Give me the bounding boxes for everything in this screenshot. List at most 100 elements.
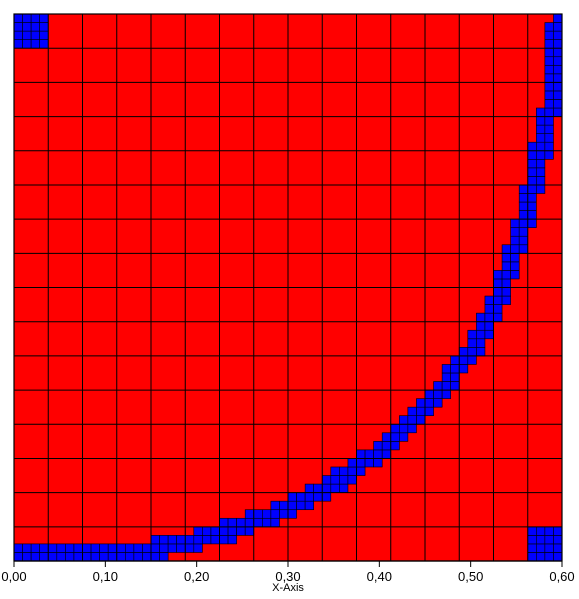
refined-cell: [107, 543, 118, 553]
refined-cell: [544, 526, 554, 536]
refined-cell: [116, 552, 126, 562]
x-tick-label: 0,20: [184, 569, 209, 584]
refined-cell: [527, 167, 537, 177]
refined-cell: [518, 210, 529, 220]
refined-cell: [167, 543, 177, 553]
refined-cell: [30, 13, 40, 23]
refined-cell: [279, 500, 289, 511]
refined-cell: [527, 543, 537, 553]
refined-cell: [553, 64, 563, 75]
refined-cell: [22, 39, 32, 49]
refined-cell: [330, 475, 340, 485]
refined-cell: [458, 355, 469, 365]
refined-cell: [13, 22, 23, 32]
refined-cell: [493, 295, 503, 305]
refined-cell: [244, 509, 255, 519]
refined-cell: [227, 526, 237, 536]
refined-cell: [219, 526, 229, 536]
refined-cell: [390, 441, 400, 451]
refined-cell: [296, 492, 306, 502]
refined-cell: [13, 39, 23, 49]
refined-cell: [244, 517, 255, 528]
refined-cell: [527, 176, 537, 186]
refined-cell: [99, 543, 109, 553]
refined-cell: [484, 312, 494, 322]
refined-cell: [441, 381, 451, 391]
refined-cell: [184, 535, 195, 545]
refined-cell: [536, 107, 546, 117]
refined-cell: [39, 13, 49, 23]
refined-cell: [493, 304, 503, 314]
refined-cell: [159, 552, 169, 562]
refined-cell: [518, 244, 529, 254]
refined-cell: [553, 30, 563, 40]
refined-cell: [501, 287, 511, 297]
refined-cell: [364, 458, 374, 468]
refined-cell: [407, 415, 417, 425]
refined-cell: [133, 552, 143, 562]
refined-cell: [536, 150, 546, 160]
refined-cell: [347, 458, 357, 468]
refined-cell: [321, 475, 332, 485]
refined-cell: [458, 347, 469, 357]
x-tick-label: 0,10: [93, 569, 118, 584]
refined-cell: [159, 535, 169, 545]
refined-cell: [381, 441, 392, 451]
refined-cell: [193, 535, 203, 545]
refined-cell: [544, 543, 554, 553]
refined-cell: [330, 483, 340, 493]
refined-cell: [527, 184, 537, 194]
refined-cell: [536, 184, 546, 194]
refined-cell: [484, 295, 494, 305]
refined-cell: [22, 22, 32, 32]
refined-cell: [253, 517, 263, 528]
plot-area: [13, 13, 563, 562]
refined-cell: [116, 543, 126, 553]
refined-cell: [544, 535, 554, 545]
refined-cell: [304, 500, 314, 511]
refined-cell: [527, 141, 537, 152]
refined-cell: [13, 30, 23, 40]
refined-cell: [13, 13, 23, 23]
x-axis: 0,00 0,10 0,20 0,30 0,40 0,50 0,60 X-Axis: [1, 560, 575, 594]
refined-cell: [202, 526, 212, 536]
refined-cell: [450, 372, 460, 382]
refined-cell: [527, 201, 537, 211]
refined-cell: [73, 552, 83, 562]
refined-cell: [518, 193, 529, 203]
refined-cell: [544, 64, 554, 75]
refined-cell: [82, 543, 92, 553]
refined-cell: [373, 458, 383, 468]
refined-cell: [544, 90, 554, 100]
refined-cell: [364, 449, 374, 459]
x-axis-label: X-Axis: [272, 582, 304, 594]
refined-cell: [184, 543, 195, 553]
refined-cell: [313, 492, 323, 502]
refined-cell: [381, 432, 392, 442]
refined-cell: [22, 552, 32, 562]
refined-cell: [544, 39, 554, 49]
refined-cell: [193, 526, 203, 536]
refined-cell: [553, 82, 563, 92]
refined-cell: [467, 347, 477, 357]
refined-cell: [544, 47, 554, 58]
refined-cell: [476, 321, 486, 331]
refined-cell: [510, 253, 520, 263]
refined-cell: [553, 543, 563, 553]
refined-cell: [82, 552, 92, 562]
refined-cell: [407, 406, 417, 417]
refined-cell: [167, 535, 177, 545]
refined-cell: [527, 526, 537, 536]
refined-cell: [553, 73, 563, 83]
refined-cell: [347, 475, 357, 485]
refined-cell: [416, 415, 426, 425]
refined-cell: [484, 329, 494, 340]
refined-cell: [527, 193, 537, 203]
refined-cell: [527, 552, 537, 562]
refined-cell: [536, 535, 546, 545]
refined-cell: [536, 526, 546, 536]
refined-cell: [270, 509, 280, 519]
refined-cell: [399, 423, 409, 434]
x-tick-label: 0,30: [275, 569, 300, 584]
refined-cell: [544, 99, 554, 109]
